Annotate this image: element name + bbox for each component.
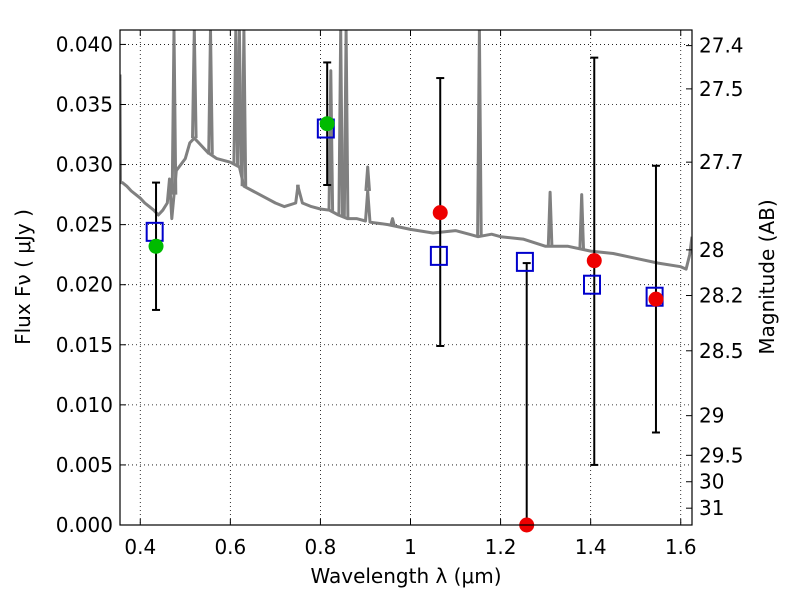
model-emission-line [236,30,243,168]
model-spectrum-line [120,74,692,271]
model-emission-line [337,30,344,216]
model-spectrum [120,30,692,271]
observed-flux-point-red [586,253,602,269]
x-tick-label: 0.4 [124,535,156,559]
x-tick-label: 0.8 [305,535,337,559]
model-emission-line [364,165,371,192]
y-tick-label: 0.020 [56,273,113,297]
x-tick-label: 1.2 [485,535,517,559]
observed-flux-point [319,116,335,132]
model-flux-square [583,274,602,295]
magnitude-tick-label: 27.5 [699,77,744,101]
model-emission-line [240,30,248,187]
magnitude-tick-label: 27.7 [699,150,744,174]
observed-flux-point-red [648,291,664,307]
model-emission-line [327,69,335,211]
x-tick-label: 1.4 [575,535,607,559]
model-emission-line [476,30,483,237]
x-tick-label: 0.6 [214,535,246,559]
model-flux-square [429,245,448,266]
x-axis-title: Wavelength λ (μm) [310,564,501,588]
y-tick-label: 0.015 [56,333,113,357]
y-tick-label: 0.000 [56,513,113,537]
y-tick-label: 0.025 [56,213,113,237]
model-emission-line [389,217,396,226]
y-tick-label: 0.010 [56,393,113,417]
x-tick-label: 1 [404,535,417,559]
magnitude-tick-label: 31 [699,496,724,520]
observed-flux-point [148,238,164,254]
y-tick-label: 0.005 [56,453,113,477]
magnitude-tick-label: 30 [699,470,724,494]
magnitude-tick-label: 29 [699,404,724,428]
model-emission-line [578,193,585,250]
magnitude-tick-label: 28.5 [699,339,744,363]
magnitude-tick-label: 28 [699,238,724,262]
plot-area [120,30,692,525]
y-tick-label: 0.030 [56,153,113,177]
plot-frame [119,29,693,526]
magnitude-tick-label: 28.2 [699,284,744,308]
magnitude-tick-label: 27.4 [699,34,744,58]
y-tick-label: 0.035 [56,92,113,116]
x-tick-label: 1.6 [665,535,697,559]
y-axis-ticks: 0.000 0.005 0.010 0.015 0.020 0.025 0.030 0.035… [56,32,126,537]
model-emission-line [191,30,198,139]
magnitude-tick-label: 29.5 [699,443,744,467]
y-axis-title: Flux Fν ( μJy ) [11,209,35,345]
model-flux-square [515,251,534,272]
x-axis-ticks: 0.4 0.6 0.8 1 1.2 1.4 1.6 [124,30,697,559]
model-emission-line [170,30,178,195]
observed-flux-point-red [432,205,448,221]
magnitude-axis-title: Magnitude (AB) [755,199,779,354]
model-emission-line [342,30,350,219]
model-emission-line [546,190,554,247]
y-tick-label: 0.040 [56,32,113,56]
model-emission-line [207,30,214,155]
